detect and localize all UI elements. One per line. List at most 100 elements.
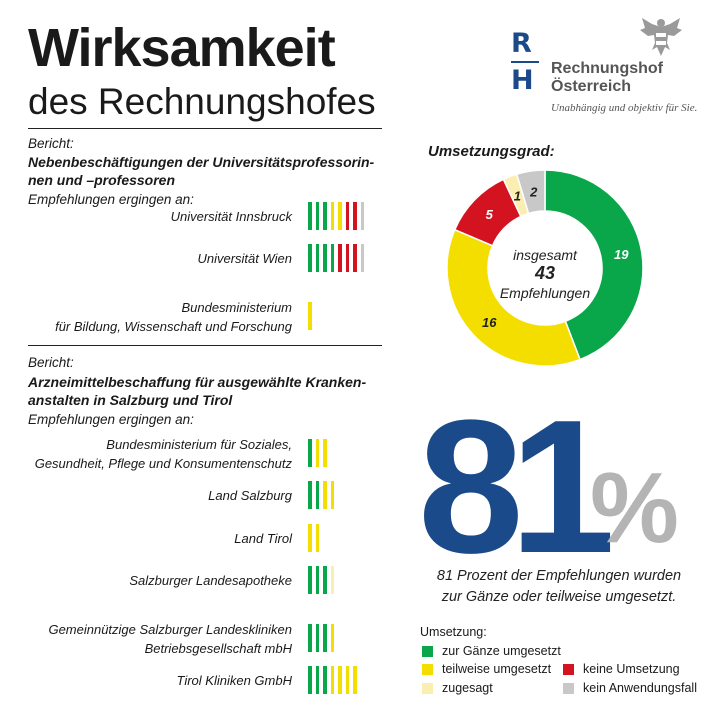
legend-item-green: zur Gänze umgesetzt	[422, 644, 561, 658]
logo-tagline: Unabhängig und objektiv für Sie.	[551, 102, 698, 114]
donut-center-line1: insgesamt	[513, 247, 578, 263]
recommendation-mark-green	[323, 202, 327, 230]
legend-title: Umsetzung:	[420, 625, 487, 639]
report1-recipient-label-line: für Bildung, Wissenschaft und Forschung	[55, 319, 292, 334]
recommendation-mark-green	[308, 244, 312, 272]
report2-title-line2: anstalten in Salzburg und Tirol	[28, 392, 233, 408]
recommendation-mark-yellow	[345, 666, 349, 694]
recommendation-mark-green	[323, 566, 327, 594]
legend-item-grey: kein Anwendungsfall	[563, 681, 697, 695]
donut-data-label: 1	[514, 189, 521, 204]
recommendation-mark-yellow	[330, 202, 334, 230]
report2-recipient-label-line: Gemeinnützige Salzburger Landeskliniken	[48, 622, 292, 637]
report2-title-line1: Arzneimittelbeschaffung für ausgewählte …	[28, 374, 367, 390]
legend-swatch-yellow	[422, 663, 433, 675]
report2-recipient-label: Land Tirol	[234, 529, 292, 548]
report2-recipient-label-line: Land Tirol	[234, 531, 292, 546]
report1-recipients-label: Empfehlungen ergingen an:	[28, 192, 194, 207]
legend-label: teilweise umgesetzt	[442, 662, 552, 676]
legend-swatch-red	[563, 663, 574, 675]
report2-recipient-label: Land Salzburg	[208, 486, 292, 505]
report1-recommendation-marks	[308, 202, 364, 230]
donut-chart: 19 16 5 1 2 insgesamt 43 Empfehlungen	[446, 169, 644, 367]
recommendation-mark-yellow	[308, 302, 312, 330]
report1-label: Bericht:	[28, 136, 74, 151]
donut-data-label: 16	[482, 315, 497, 330]
legend-item-yellow: teilweise umgesetzt	[422, 662, 551, 676]
report1-recipient-label: Bundesministerium für Bildung, Wissenscha…	[55, 298, 292, 336]
report-divider	[28, 345, 382, 346]
big-percentage-number: 81	[418, 381, 615, 593]
report1-recipient-label-line: Universität Innsbruck	[170, 209, 292, 224]
report2-label: Bericht:	[28, 355, 74, 370]
report2-recipient-label-line: Salzburger Landesapotheke	[129, 573, 292, 588]
recommendation-mark-red	[338, 244, 342, 272]
recommendation-mark-yellow	[323, 439, 327, 467]
report1-title-line1: Nebenbeschäftigungen der Universitätspro…	[28, 154, 375, 170]
chart-title: Umsetzungsgrad:	[428, 143, 555, 160]
recommendation-mark-green	[315, 202, 319, 230]
recommendation-mark-yellow	[338, 666, 342, 694]
report2-recipient-label-line: Tirol Kliniken GmbH	[176, 673, 292, 688]
austrian-eagle-icon	[640, 18, 682, 56]
recommendation-mark-green	[323, 624, 327, 652]
report2-recipient-label-line: Bundesministerium für Soziales,	[106, 437, 292, 452]
donut-slice-5	[515, 169, 546, 215]
report1-recipient-label-line: Bundesministerium	[181, 300, 292, 315]
report2-recommendation-marks	[308, 439, 327, 467]
donut-slice-2	[446, 228, 581, 367]
title-divider	[28, 128, 382, 129]
logo-divider	[511, 61, 539, 63]
donut-center-line3: Empfehlungen	[500, 285, 591, 301]
recommendation-mark-green	[323, 244, 327, 272]
donut-data-label: 5	[486, 207, 494, 222]
report2-recommendation-marks	[308, 524, 319, 552]
recommendation-mark-green	[308, 666, 312, 694]
donut-center-total: 43	[534, 263, 555, 283]
legend-label: zur Gänze umgesetzt	[442, 644, 561, 658]
report1-recommendation-marks	[308, 302, 312, 330]
recommendation-mark-green	[308, 439, 312, 467]
donut-slice-1	[544, 169, 644, 361]
recommendation-mark-yellow	[315, 439, 319, 467]
caption-line2: zur Gänze oder teilweise umgesetzt.	[441, 589, 677, 605]
report1-recommendation-marks	[308, 244, 364, 272]
report2-recipients-label: Empfehlungen ergingen an:	[28, 412, 194, 427]
logo-letter-r: R	[511, 28, 532, 59]
recommendation-mark-red	[353, 244, 357, 272]
report2-recipient-label: Salzburger Landesapotheke	[129, 571, 292, 590]
report2-recipient-label: Gemeinnützige Salzburger Landeskliniken B…	[48, 620, 292, 658]
percentage-caption: 81 Prozent der Empfehlungen wurden zur G…	[412, 566, 706, 608]
logo-name-line2: Österreich	[551, 78, 632, 95]
recommendation-mark-green	[330, 244, 334, 272]
report2-recipient-label-line: Betriebsgesellschaft mbH	[144, 641, 292, 656]
donut-data-label: 19	[614, 247, 629, 262]
recommendation-mark-green	[308, 624, 312, 652]
recommendation-mark-yellow	[338, 202, 342, 230]
page-subtitle: des Rechnungshofes	[28, 81, 376, 122]
recommendation-mark-yellow	[330, 666, 334, 694]
report2-recommendation-marks	[308, 666, 357, 694]
recommendation-mark-pale	[330, 566, 334, 594]
report2-recommendation-marks	[308, 624, 334, 652]
recommendation-mark-yellow	[315, 524, 319, 552]
legend-swatch-green	[422, 645, 433, 657]
recommendation-mark-red	[345, 202, 349, 230]
recommendation-mark-grey	[360, 244, 364, 272]
recommendation-mark-yellow	[308, 524, 312, 552]
rh-logo-mark: R H	[511, 30, 545, 94]
legend-label: kein Anwendungsfall	[583, 681, 697, 695]
report2-recipient-label-line: Gesundheit, Pflege und Konsumentenschutz	[34, 456, 292, 471]
report2-recipient-label-line: Land Salzburg	[208, 488, 292, 503]
recommendation-mark-green	[315, 666, 319, 694]
report1-recipient-label: Universität Innsbruck	[171, 207, 292, 226]
legend-item-red: keine Umsetzung	[563, 662, 680, 676]
report2-recipient-label: Bundesministerium für Soziales, Gesundhei…	[35, 435, 292, 473]
caption-line1: 81 Prozent der Empfehlungen wurden	[436, 568, 682, 584]
legend-swatch-grey	[563, 682, 574, 694]
report1-recipient-label: Universität Wien	[197, 249, 292, 268]
legend-label: keine Umsetzung	[583, 662, 680, 676]
recommendation-mark-yellow	[330, 624, 334, 652]
recommendation-mark-yellow	[323, 481, 327, 509]
recommendation-mark-green	[315, 566, 319, 594]
